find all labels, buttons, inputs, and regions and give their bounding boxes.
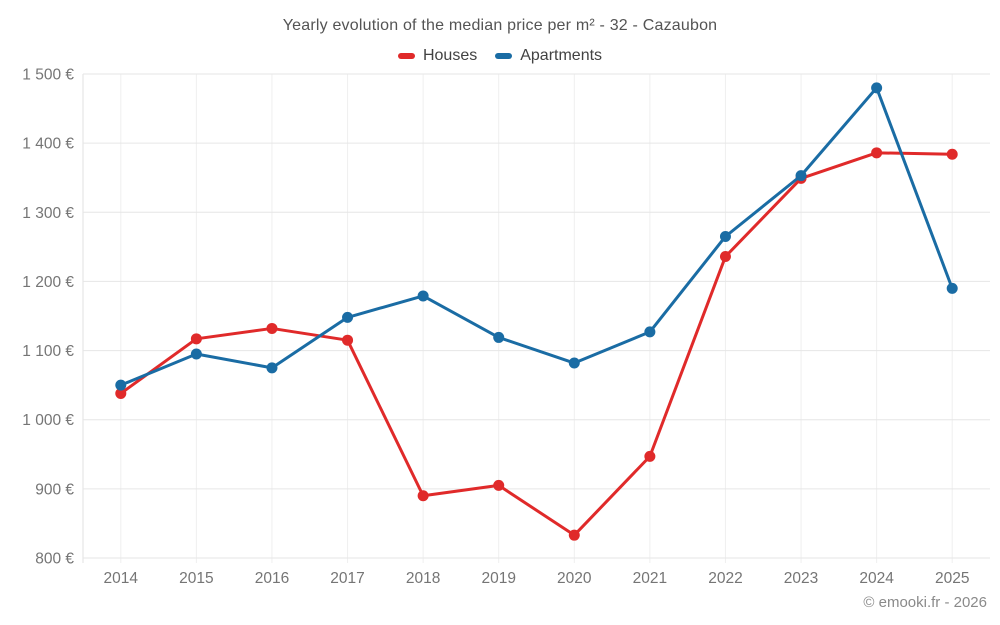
houses-point-2016[interactable]	[266, 322, 278, 334]
houses-point-2022[interactable]	[719, 251, 731, 263]
apartments-point-2016[interactable]	[266, 362, 278, 374]
houses-point-2017[interactable]	[342, 334, 354, 346]
apartments-legend-swatch-icon	[495, 53, 513, 59]
apartments-point-2014[interactable]	[115, 379, 127, 391]
apartments-point-2018[interactable]	[417, 290, 429, 302]
x-tick-label: 2022	[708, 570, 742, 587]
apartments-point-2020[interactable]	[568, 357, 580, 369]
houses-point-2014[interactable]	[115, 387, 127, 399]
y-tick-label: 1 000 €	[22, 412, 74, 429]
apartments-point-2022[interactable]	[719, 230, 731, 242]
apartments-point-2017[interactable]	[342, 311, 354, 323]
x-tick-label: 2024	[859, 570, 894, 587]
vertical-gridlines	[120, 74, 953, 563]
apartments-point-2021[interactable]	[644, 326, 656, 338]
legend-item-houses[interactable]: Houses	[397, 47, 478, 65]
legend-label-apartments: Apartments	[520, 47, 603, 64]
y-tick-label: 900 €	[35, 481, 74, 498]
houses-point-2021[interactable]	[644, 450, 656, 462]
y-tick-label: 1 500 €	[22, 67, 74, 84]
x-tick-label: 2018	[406, 570, 440, 587]
houses-line	[119, 151, 954, 537]
houses-legend-swatch-icon	[397, 53, 415, 59]
apartments-point-2019[interactable]	[493, 331, 505, 343]
apartments-point-2023[interactable]	[795, 170, 807, 182]
houses-point-2020[interactable]	[568, 529, 580, 541]
legend-item-apartments[interactable]: Apartments	[495, 47, 602, 65]
apartments-point-2025[interactable]	[946, 282, 958, 294]
legend: Houses Apartments	[0, 47, 1000, 65]
houses-point-2015[interactable]	[190, 333, 202, 345]
houses-point-2024[interactable]	[871, 147, 883, 159]
x-tick-label: 2021	[633, 570, 667, 587]
y-axis-labels: 800 € 900 € 1 000 € 1 100 € 1 200 € 1 300 € 1 …	[22, 67, 74, 568]
y-tick-label: 1 100 €	[22, 343, 74, 360]
chart-title: Yearly evolution of the median price per…	[282, 17, 718, 34]
credit-link[interactable]: © emooki.fr - 2026	[863, 594, 987, 611]
x-tick-label: 2025	[935, 570, 969, 587]
x-tick-label: 2014	[104, 570, 139, 587]
houses-point-2025[interactable]	[946, 148, 958, 160]
x-axis-labels: 2014 2015 2016 2017 2018 2019 2020 2021 2022 2023…	[104, 570, 970, 587]
houses-point-2019[interactable]	[493, 479, 505, 491]
y-tick-label: 800 €	[35, 551, 74, 568]
apartments-line	[119, 86, 954, 387]
apartments-point-2015[interactable]	[190, 348, 202, 360]
x-tick-label: 2019	[481, 570, 515, 587]
x-tick-label: 2015	[179, 570, 213, 587]
legend-label-houses: Houses	[422, 47, 478, 64]
x-tick-label: 2017	[330, 570, 364, 587]
apartments-series	[115, 82, 958, 391]
houses-point-2018[interactable]	[417, 490, 429, 502]
x-tick-label: 2016	[255, 570, 289, 587]
y-tick-label: 1 300 €	[22, 205, 74, 222]
x-tick-label: 2020	[557, 570, 592, 587]
apartments-point-2024[interactable]	[871, 82, 883, 94]
y-tick-label: 1 400 €	[22, 136, 74, 153]
horizontal-gridlines	[83, 73, 990, 559]
x-tick-label: 2023	[784, 570, 818, 587]
y-tick-label: 1 200 €	[22, 274, 74, 291]
houses-series	[115, 147, 958, 541]
